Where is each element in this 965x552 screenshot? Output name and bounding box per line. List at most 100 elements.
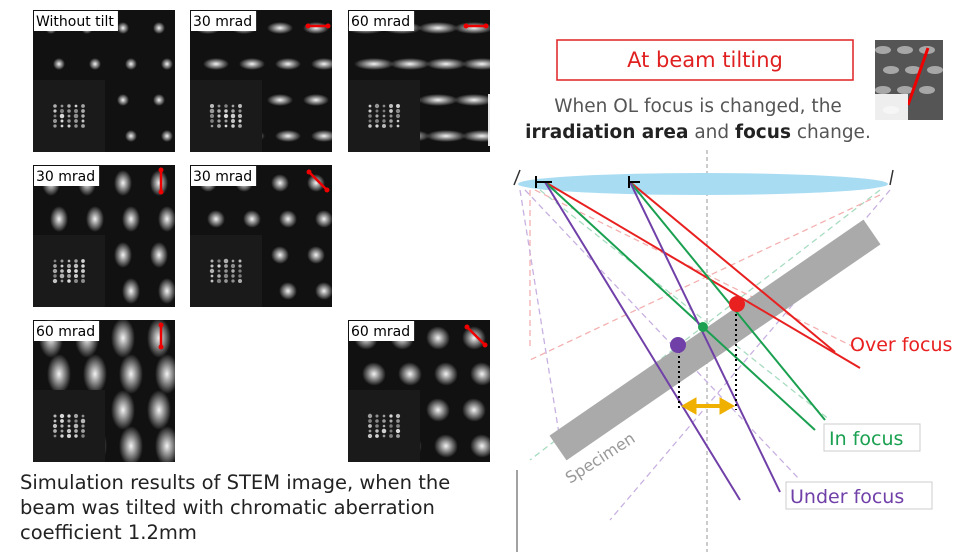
panel-label: 30 mrad xyxy=(193,169,252,185)
atom-spot xyxy=(161,130,173,142)
fft-spot xyxy=(210,119,214,123)
atom-spot xyxy=(153,22,165,34)
fft-spot xyxy=(224,279,228,283)
atom-spot xyxy=(114,170,132,196)
fft-spot xyxy=(368,124,372,128)
fft-spot xyxy=(74,114,79,119)
atom-spot xyxy=(311,58,337,70)
fft-spot xyxy=(68,260,71,263)
fft-spot xyxy=(210,109,215,114)
fft-spot xyxy=(53,414,56,417)
fft-spot xyxy=(67,429,71,433)
fft-spot xyxy=(217,259,220,262)
fft-spot xyxy=(67,269,71,273)
over-focus-point xyxy=(729,296,745,312)
panel-label: 30 mrad xyxy=(193,14,252,30)
fft-spot xyxy=(61,260,64,263)
fft-spot xyxy=(61,125,64,128)
panel-label: 30 mrad xyxy=(36,169,95,185)
fft-spot xyxy=(217,279,221,283)
fft-spot xyxy=(81,109,85,113)
atom-spot xyxy=(150,242,168,268)
fft-spot xyxy=(231,269,234,272)
fft-spot xyxy=(224,109,227,112)
fft-spot xyxy=(389,124,392,127)
inset-spot xyxy=(875,46,891,54)
fft-spot xyxy=(61,280,64,283)
fft-spot xyxy=(225,125,228,128)
lens-holder xyxy=(514,170,520,185)
fft-spot xyxy=(368,109,371,112)
fft-spot xyxy=(210,114,214,118)
fft-spot xyxy=(369,120,372,123)
atom-spot xyxy=(203,58,229,70)
fft-spot xyxy=(53,274,56,277)
fft-spot xyxy=(238,109,241,112)
fft-spot xyxy=(53,429,57,433)
fft-spot xyxy=(53,124,56,127)
fft-spot xyxy=(81,269,85,273)
atom-spot xyxy=(125,130,137,142)
fft-spot xyxy=(81,104,85,108)
fft-spot xyxy=(81,264,85,268)
atom-spot xyxy=(111,390,135,430)
atom-spot xyxy=(122,278,140,304)
arrow-head xyxy=(307,170,312,175)
atom-spot xyxy=(89,58,101,70)
atom-spot xyxy=(47,354,71,394)
diagram-title: At beam tilting xyxy=(627,48,783,72)
fft-spot xyxy=(81,419,85,423)
fft-spot xyxy=(383,415,386,418)
fft-spot xyxy=(383,425,386,428)
fft-spot xyxy=(210,259,213,262)
fft-spot xyxy=(383,110,386,113)
fft-spot xyxy=(81,279,85,283)
fft-spot xyxy=(74,259,77,262)
atom-spot xyxy=(158,206,176,232)
atom-spot xyxy=(390,58,430,70)
fft-spot xyxy=(389,109,393,113)
fft-spot xyxy=(61,430,64,433)
atom-spot xyxy=(119,354,143,394)
fft-spot xyxy=(389,414,392,417)
atom-spot xyxy=(53,58,65,70)
atom-spot xyxy=(418,94,458,106)
fft-spot xyxy=(375,119,379,123)
fft-spot xyxy=(238,124,242,128)
fft-spot xyxy=(211,125,214,128)
inset-spot xyxy=(919,86,935,94)
fft-spot xyxy=(375,124,378,127)
fft-spot xyxy=(68,115,71,118)
fft-spot xyxy=(74,274,78,278)
description-bold: focus xyxy=(735,122,791,143)
fft-spot xyxy=(68,425,71,428)
fft-spot xyxy=(61,120,64,123)
arrow-head xyxy=(484,24,489,29)
fft-spot xyxy=(53,109,56,112)
area-arrow xyxy=(682,398,734,414)
atom-spot xyxy=(239,58,265,70)
fft-spot xyxy=(61,265,64,268)
fft-spot xyxy=(60,419,64,423)
fft-spot xyxy=(224,104,228,108)
fft-spot xyxy=(231,119,235,123)
fft-spot xyxy=(81,124,85,128)
in-focus-point xyxy=(698,322,708,332)
atom-spot xyxy=(125,58,137,70)
atom-spot xyxy=(426,58,466,70)
fft-spot xyxy=(210,269,214,273)
description-text: When OL focus is changed, the xyxy=(554,96,842,117)
inset-spot xyxy=(897,46,913,54)
fft-spot xyxy=(375,104,379,108)
stem-panel: 30 mrad xyxy=(33,165,176,307)
atom-spot xyxy=(119,426,143,466)
fft-spot xyxy=(81,429,85,433)
fft-spot xyxy=(375,434,379,438)
arrow-head xyxy=(159,190,164,195)
fft-spot xyxy=(218,270,221,273)
fft-spot xyxy=(217,124,221,128)
fft-spot xyxy=(368,414,372,418)
arrow-head xyxy=(306,24,311,29)
fft-spot xyxy=(369,105,372,108)
fft-spot xyxy=(239,260,242,263)
